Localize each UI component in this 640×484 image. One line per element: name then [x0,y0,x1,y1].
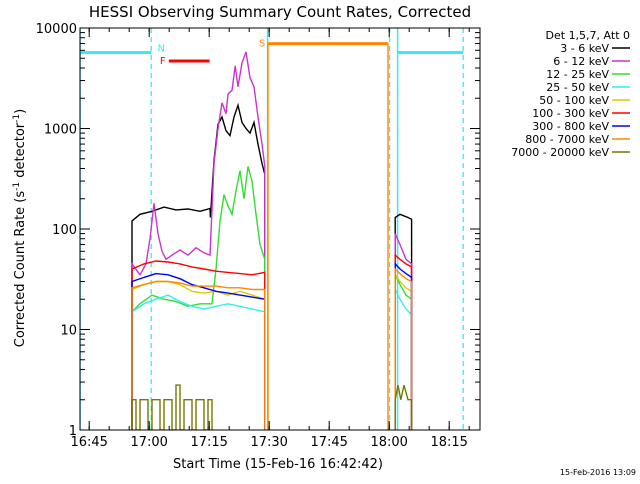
legend-label-7: 800 - 7000 keV [525,133,609,146]
legend-label-2: 12 - 25 keV [546,68,609,81]
x-tick-label-3: 17:30 [250,435,287,450]
y-axis-label: Corrected Count Rate (s-1 detector-1) [12,109,28,347]
footer-date: 15-Feb-2016 13:09 [560,468,636,477]
legend-label-8: 7000 - 20000 keV [511,146,609,159]
series-7-segment-1 [268,44,388,430]
plot-clip-group [80,28,463,430]
flag-label-0: N [157,44,164,55]
series-8-segment-0 [132,385,212,430]
x-axis-label: Start Time (15-Feb-16 16:42:42) [173,457,383,472]
legend-label-6: 300 - 800 keV [532,120,609,133]
legend-label-3: 25 - 50 keV [546,81,609,94]
legend-label-4: 50 - 100 keV [539,94,609,107]
x-tick-label-6: 18:15 [430,435,467,450]
plot-frame [80,28,480,430]
x-tick-label-0: 16:45 [70,435,107,450]
y-axis-label-sup2: -1 [12,114,22,123]
y-tick-label-1: 10 [60,324,77,339]
y-tick-label-4: 10000 [36,22,77,37]
x-tick-label-1: 17:00 [130,435,167,450]
x-tick-label-5: 18:00 [370,435,407,450]
y-axis-label-main: Corrected Count Rate (s [13,191,28,348]
y-axis-label-sup1: -1 [12,182,22,191]
y-tick-label-3: 1000 [44,123,77,138]
x-tick-label-4: 17:45 [310,435,347,450]
flag-label-2: S [259,39,265,50]
legend-label-0: 3 - 6 keV [560,42,609,55]
legend-label-1: 6 - 12 keV [553,55,609,68]
series-1-segment-0 [132,52,265,430]
legend-header: Det 1,5,7, Att 0 [546,29,630,42]
y-tick-label-2: 100 [52,223,77,238]
x-tick-label-2: 17:15 [190,435,227,450]
y-axis-label-mid: detector [13,122,28,182]
legend-label-5: 100 - 300 keV [532,107,609,120]
flag-label-1: F [160,56,166,67]
chart-title: HESSI Observing Summary Count Rates, Cor… [89,3,471,21]
series-2-segment-0 [132,166,265,430]
plot-area: NF S [80,28,463,430]
y-axis-label-end: ) [13,109,28,114]
